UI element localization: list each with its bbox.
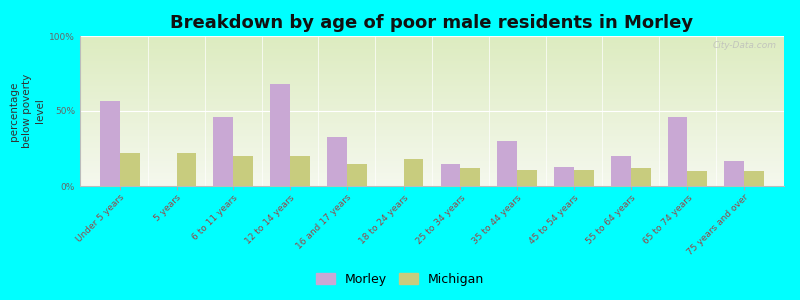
Bar [724,160,744,186]
Y-axis label: percentage
below poverty
level: percentage below poverty level [9,74,45,148]
Bar [574,169,594,186]
Bar [290,156,310,186]
Bar [441,164,460,186]
Bar [214,117,234,186]
Bar [611,156,630,186]
Bar [630,168,650,186]
Bar [554,167,574,186]
Bar [687,171,707,186]
Bar [347,164,366,186]
Legend: Morley, Michigan: Morley, Michigan [311,268,489,291]
Bar [120,153,140,186]
Bar [270,84,290,186]
Bar [234,156,253,186]
Title: Breakdown by age of poor male residents in Morley: Breakdown by age of poor male residents … [170,14,694,32]
Bar [498,141,517,186]
Bar [668,117,687,186]
Bar [100,100,120,186]
Text: City-Data.com: City-Data.com [713,40,777,50]
Bar [177,153,196,186]
Bar [327,136,347,186]
Bar [517,169,537,186]
Bar [404,159,423,186]
Bar [744,171,764,186]
Bar [460,168,480,186]
